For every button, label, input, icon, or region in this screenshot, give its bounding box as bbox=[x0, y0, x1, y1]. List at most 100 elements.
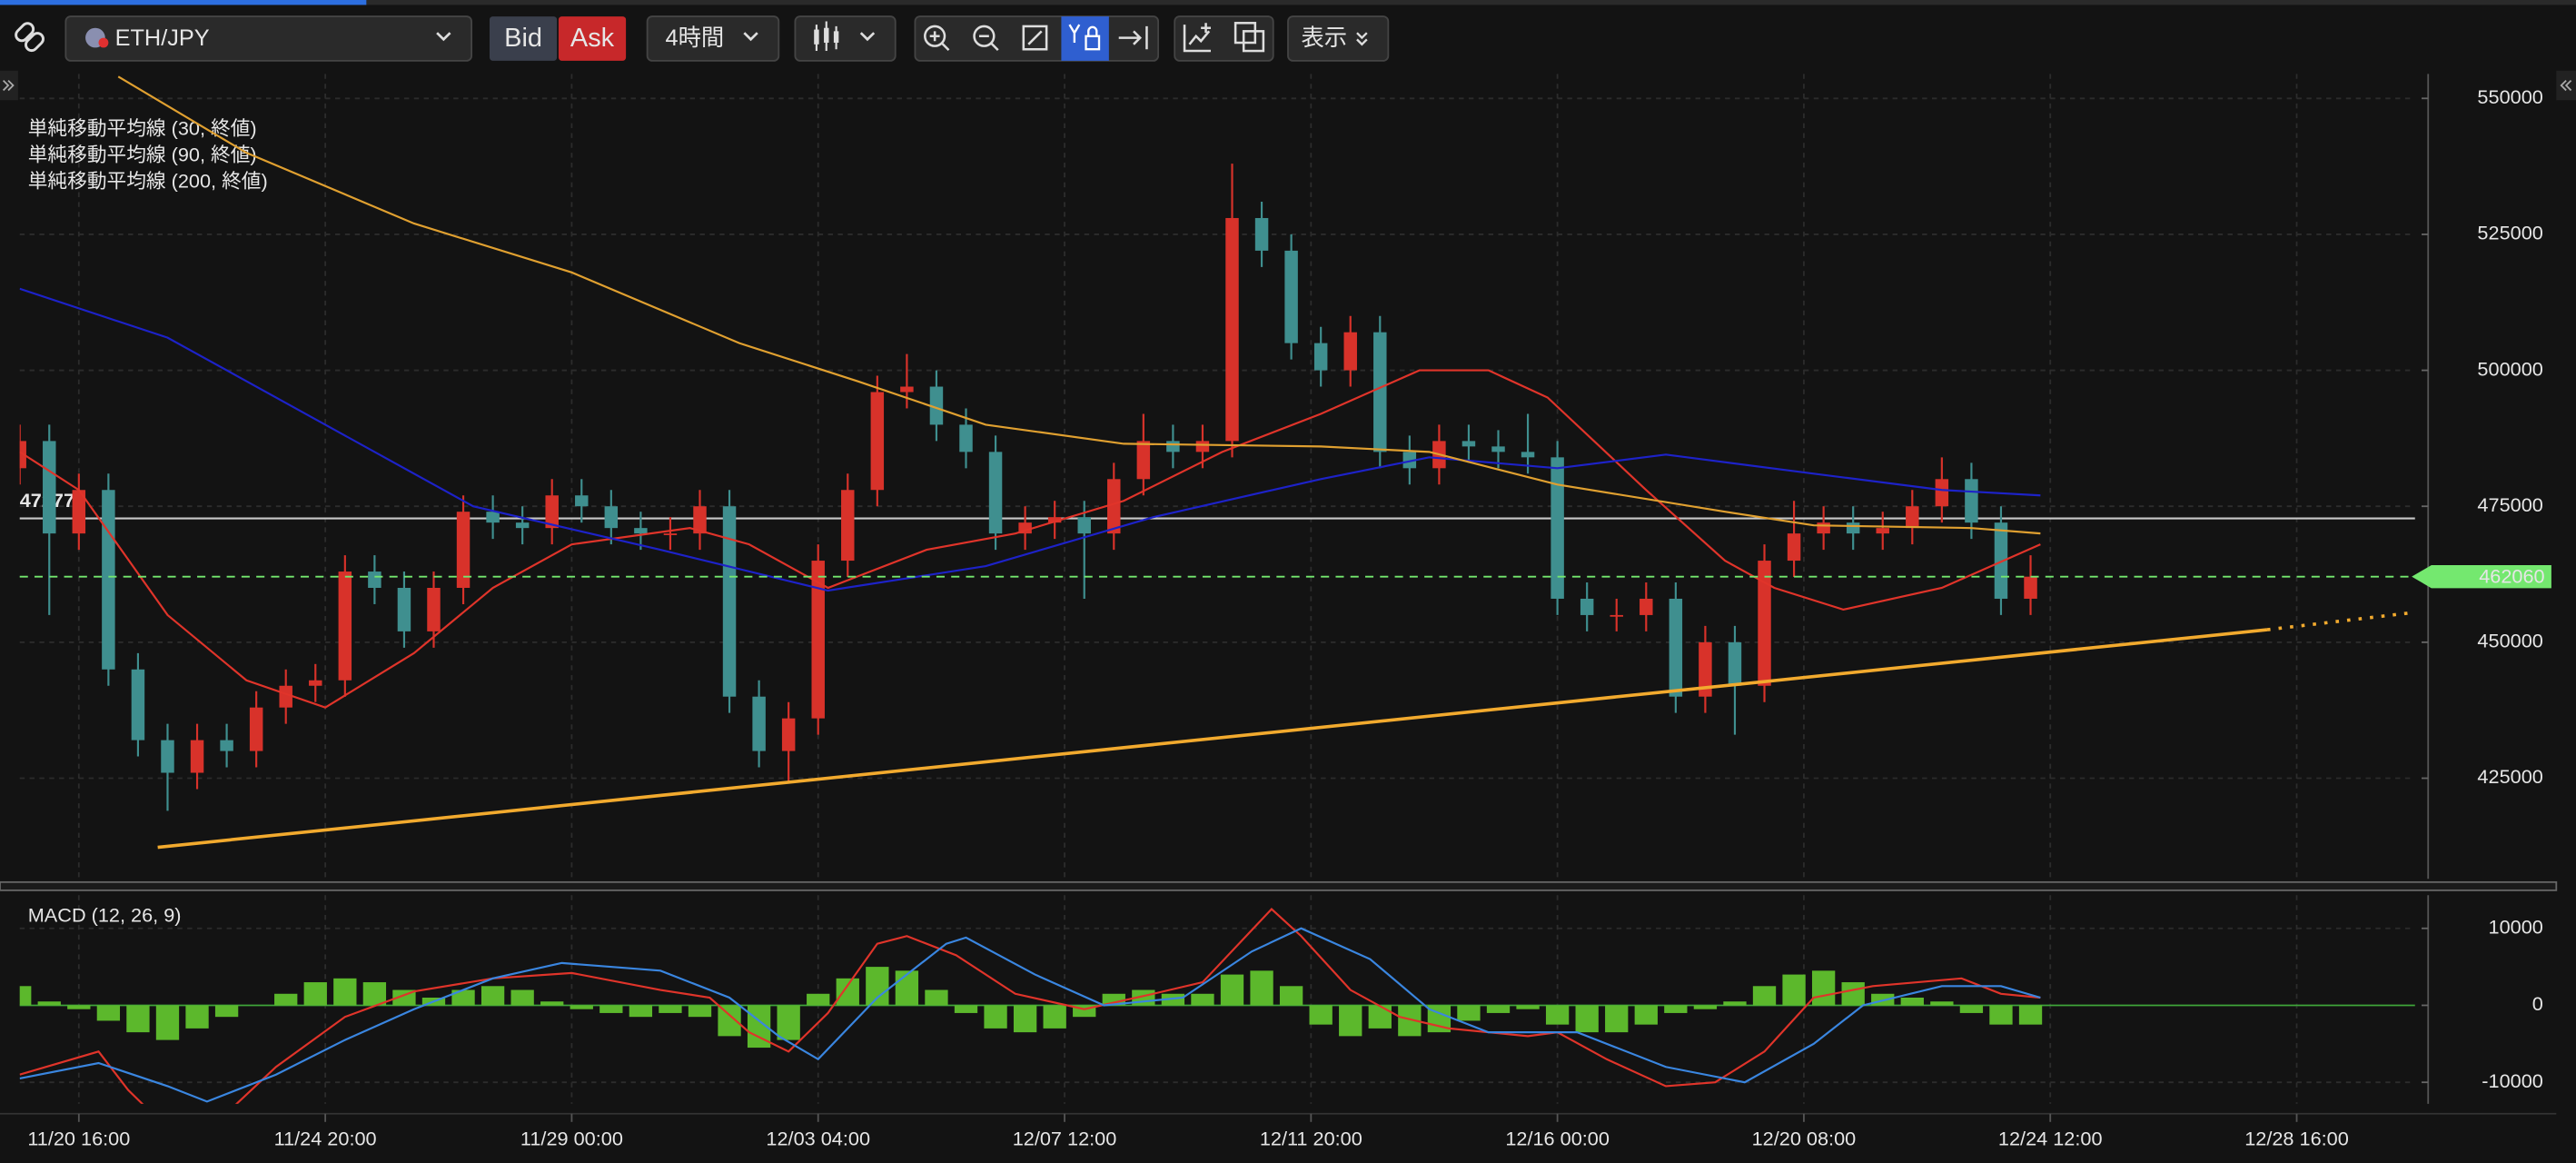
histogram-bar bbox=[1339, 1005, 1362, 1037]
y-tick-label: 0 bbox=[2532, 992, 2543, 1015]
candle-body bbox=[1284, 250, 1298, 343]
histogram-bar bbox=[688, 1005, 712, 1018]
candle-body bbox=[1491, 446, 1505, 452]
progress-bar bbox=[0, 0, 367, 5]
candle-body bbox=[1373, 332, 1387, 452]
histogram-bar bbox=[1279, 986, 1303, 1006]
histogram-bar bbox=[1811, 970, 1836, 1006]
x-tick-label: 12/16 00:00 bbox=[1505, 1127, 1610, 1149]
histogram-bar bbox=[1605, 1005, 1629, 1033]
histogram-bar bbox=[362, 982, 387, 1006]
view-select[interactable]: 表示 bbox=[1287, 15, 1390, 62]
histogram-bar bbox=[659, 1005, 682, 1013]
candle-body bbox=[427, 587, 441, 631]
candle-body bbox=[1965, 479, 1978, 523]
candle-body bbox=[1876, 528, 1889, 534]
bid-button[interactable]: Bid bbox=[489, 16, 558, 61]
histogram-bar bbox=[1043, 1005, 1066, 1029]
histogram-bar bbox=[96, 1005, 121, 1021]
histogram bbox=[19, 967, 2043, 1049]
histogram-bar bbox=[1841, 982, 1865, 1006]
add-indicator-button[interactable] bbox=[1183, 23, 1211, 53]
histogram-bar bbox=[1900, 997, 1924, 1006]
x-tick-label: 12/07 12:00 bbox=[1013, 1127, 1117, 1149]
candle-body bbox=[338, 572, 352, 681]
candle-body bbox=[2024, 576, 2037, 599]
moving-average-line bbox=[117, 75, 2041, 535]
symbol-label: ETH/JPY bbox=[115, 25, 210, 51]
chevron bbox=[1356, 32, 1368, 46]
histogram-bar bbox=[274, 993, 298, 1006]
histogram-bar bbox=[1250, 970, 1273, 1006]
candle-icon bbox=[833, 31, 839, 44]
candle-body bbox=[309, 680, 322, 686]
candle-body bbox=[1047, 517, 1062, 523]
chevron bbox=[859, 32, 876, 42]
candle-body bbox=[1906, 506, 1919, 529]
interval-select[interactable]: 4時間 bbox=[646, 15, 780, 62]
pane-separator[interactable] bbox=[0, 880, 2558, 891]
y-tick-label: 425000 bbox=[2477, 765, 2542, 788]
legend-entry: 単純移動平均線 (200, 終値) bbox=[28, 169, 268, 192]
zoom-out-button[interactable] bbox=[973, 25, 999, 52]
histogram-bar bbox=[303, 982, 327, 1006]
moving-average-line bbox=[19, 287, 2041, 592]
toggle-icon bbox=[2, 79, 15, 92]
toggle-icon bbox=[2560, 79, 2572, 92]
histogram-bar bbox=[126, 1005, 150, 1033]
candle-body bbox=[1787, 533, 1801, 562]
histogram-bar bbox=[1664, 1005, 1688, 1013]
candle-body bbox=[1817, 522, 1830, 534]
candle-body bbox=[1225, 217, 1239, 442]
candle-body bbox=[368, 572, 381, 588]
histogram-bar bbox=[1989, 1005, 2013, 1025]
candle-body bbox=[634, 528, 648, 534]
candle-body bbox=[249, 707, 263, 751]
histogram-bar bbox=[1575, 1005, 1599, 1033]
candle-body bbox=[1610, 614, 1623, 617]
link-button[interactable] bbox=[14, 21, 45, 53]
macd-title: MACD (12, 26, 9) bbox=[28, 904, 182, 927]
last-price-tag bbox=[2412, 565, 2551, 589]
candle-body bbox=[988, 452, 1003, 534]
histogram-bar bbox=[1220, 974, 1244, 1006]
histogram-bar bbox=[333, 978, 357, 1006]
histogram-bar bbox=[185, 1005, 209, 1029]
histogram-bar bbox=[1693, 1005, 1718, 1009]
candle-body bbox=[1935, 479, 1949, 507]
zoom-in-button[interactable] bbox=[924, 25, 950, 52]
candle-body bbox=[1254, 217, 1269, 251]
histogram-bar bbox=[895, 970, 919, 1006]
chevron bbox=[436, 32, 451, 42]
histogram-bar bbox=[510, 989, 534, 1006]
candle-body bbox=[811, 561, 825, 719]
x-tick-label: 12/24 12:00 bbox=[1998, 1127, 2103, 1149]
candle-body bbox=[1758, 561, 1771, 686]
candle-body bbox=[102, 490, 115, 670]
histogram-bar bbox=[1930, 1001, 1954, 1006]
chevron bbox=[743, 32, 758, 42]
ask-button[interactable]: Ask bbox=[558, 16, 627, 61]
chart-type-select[interactable] bbox=[794, 15, 897, 62]
scroll-end-button[interactable] bbox=[1118, 25, 1148, 50]
fit-button[interactable] bbox=[1022, 25, 1048, 51]
candle-body bbox=[1018, 522, 1032, 534]
histogram-bar bbox=[540, 1001, 564, 1006]
y-tick-label: 10000 bbox=[2489, 915, 2543, 938]
legend-entry: 単純移動平均線 (90, 終値) bbox=[28, 143, 257, 165]
drawing-button[interactable] bbox=[1234, 22, 1265, 53]
x-tick-label: 12/11 20:00 bbox=[1260, 1127, 1362, 1149]
candle-body bbox=[72, 490, 86, 534]
histogram-bar bbox=[866, 967, 889, 1006]
auto-scale-button[interactable] bbox=[1061, 16, 1109, 61]
histogram-bar bbox=[1309, 1005, 1333, 1025]
histogram-bar bbox=[1959, 1005, 1984, 1013]
histogram-bar bbox=[1723, 1001, 1747, 1006]
symbol-select[interactable]: ETH/JPY bbox=[64, 15, 472, 62]
chart-layer: 11/20 16:00 11/24 20:00 11/29 00:00 12/03 0… bbox=[19, 74, 2551, 1149]
histogram-bar bbox=[570, 1005, 593, 1009]
histogram-bar bbox=[1457, 1005, 1481, 1021]
currency-icon bbox=[98, 37, 109, 48]
y-tick-label: 450000 bbox=[2477, 630, 2542, 652]
histogram-bar bbox=[1545, 1005, 1570, 1025]
